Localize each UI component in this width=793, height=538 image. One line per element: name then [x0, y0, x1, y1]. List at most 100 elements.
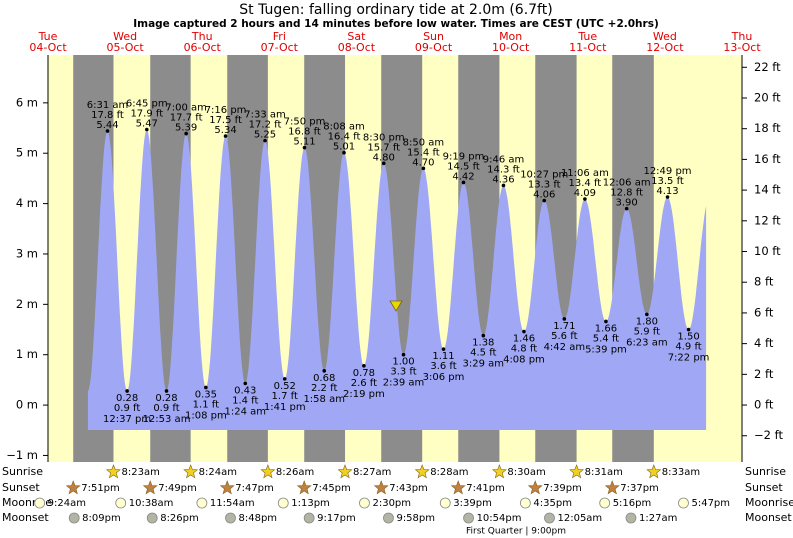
tide-label: 4.8 ft: [511, 344, 537, 355]
y-tick-label: 0 m: [16, 398, 38, 412]
tide-label: 7:22 pm: [668, 353, 710, 364]
moonrise-time: 3:39pm: [453, 498, 492, 509]
sun-icon: [260, 464, 276, 479]
tide-label: 1.11: [432, 351, 454, 362]
low-tide-point: [562, 317, 567, 321]
tide-label: 2:39 am: [383, 378, 425, 389]
y2-tick-label: 14 ft: [754, 183, 781, 197]
y2-tick-label: 4 ft: [754, 336, 774, 350]
moon-icon: [225, 512, 236, 524]
y-tick-label: 3 m: [16, 246, 38, 260]
moon-icon: [439, 497, 451, 509]
tide-label: 0.78: [353, 368, 375, 379]
moon-icon: [544, 512, 555, 524]
tide-label: 5.34: [214, 125, 236, 136]
tide-label: 4.13: [656, 186, 678, 197]
tide-label: 3:29 am: [463, 359, 505, 370]
y-tick-label: 2 m: [16, 297, 38, 311]
sunrise-time: 8:28am: [430, 467, 468, 478]
tide-label: 0.68: [313, 373, 335, 384]
moon-icon: [68, 512, 80, 524]
tide-label: 12:37 pm: [103, 414, 151, 425]
moonrise-time: 9:24am: [48, 498, 86, 509]
tide-label: 16.8 ft: [288, 127, 321, 138]
y2-tick-label: 18 ft: [754, 121, 781, 135]
day-name: Mon: [499, 30, 522, 43]
tide-label: 17.9 ft: [130, 109, 163, 120]
y2-tick-label: 6 ft: [754, 305, 774, 319]
moon-icon: [599, 497, 611, 509]
low-tide-point: [204, 385, 208, 390]
sunrise-time: 8:31am: [585, 467, 623, 478]
high-tide-point: [263, 138, 267, 143]
tide-label: 0.28: [155, 393, 177, 404]
y-tick-label: 5 m: [16, 146, 38, 160]
tide-label: 5.39: [175, 123, 197, 134]
low-tide-point: [441, 347, 446, 351]
moonrise-time: 1:13pm: [291, 498, 330, 509]
tide-label: 8:50 am: [403, 137, 445, 148]
tide-label: 1.00: [392, 357, 414, 368]
sunrise-time: 8:33am: [662, 467, 700, 478]
tide: [87, 129, 707, 430]
day-name: Tue: [577, 30, 597, 43]
row-label: Sunrise: [2, 465, 43, 478]
tide-label: 3.6 ft: [430, 361, 456, 372]
tide-label: 0.43: [234, 385, 256, 396]
tide-label: 1:58 am: [303, 394, 345, 405]
low-tide-point: [125, 389, 129, 393]
tide-label: 4:42 am: [544, 342, 586, 353]
low-tide-point: [282, 377, 287, 381]
tide-label: 1.4 ft: [232, 395, 258, 406]
high-tide-point: [461, 180, 466, 185]
day-name: Wed: [113, 30, 137, 43]
tide-label: 4.06: [533, 190, 555, 201]
y2-tick-label: 20 ft: [754, 90, 781, 104]
high-tide-point: [342, 150, 346, 155]
high-tide-point: [302, 145, 307, 150]
tide-label: 15.4 ft: [407, 147, 440, 158]
tide-label: 6:45 pm: [126, 99, 168, 110]
tide-label: 9:19 pm: [443, 151, 485, 162]
moonrise-time: 11:54am: [210, 498, 255, 509]
tide-label: 7:00 am: [165, 103, 207, 114]
tide-label: 1.50: [677, 332, 699, 343]
sun-icon: [414, 464, 430, 479]
row-label: Sunset: [2, 481, 40, 494]
y2-tick-label: −2 ft: [754, 428, 783, 442]
tide-label: 3.90: [616, 198, 638, 209]
tide-label: 1.7 ft: [272, 391, 298, 402]
moon-icon: [115, 497, 127, 509]
high-tide-point: [184, 131, 188, 136]
tide-label: 1.46: [513, 334, 535, 345]
moon-icon: [196, 497, 208, 509]
high-tide-point: [144, 127, 149, 132]
chart-title: St Tugen: falling ordinary tide at 2.0m …: [239, 2, 552, 18]
sunset-time: 7:37pm: [620, 483, 659, 494]
tide-label: 4.5 ft: [470, 348, 496, 359]
moonrise-time: 4:35pm: [533, 498, 572, 509]
sunset-time: 7:43pm: [389, 483, 428, 494]
day-date: 12-Oct: [646, 41, 684, 54]
low-tide-point: [645, 312, 649, 317]
tide-label: 1.71: [553, 321, 575, 332]
y2-tick-label: 2 ft: [754, 367, 774, 381]
moonrise-time: 5:16pm: [613, 498, 652, 509]
tide-label: 6:23 am: [626, 337, 668, 348]
day-date: 11-Oct: [569, 41, 607, 54]
tide-label: 5.47: [136, 119, 158, 130]
high-tide-point: [542, 198, 547, 203]
row-label: Moonrise: [745, 496, 793, 509]
tide-label: 14.3 ft: [487, 164, 520, 175]
tide-label: 5.25: [254, 130, 276, 141]
tide-label: 1.66: [595, 323, 617, 334]
tide-label: 5:39 pm: [585, 344, 627, 355]
moonrise-time: 5:47pm: [691, 498, 730, 509]
sun-icon: [569, 464, 585, 479]
tide-label: 13.5 ft: [651, 176, 684, 187]
moonset-time: 8:09pm: [82, 513, 121, 524]
sun-icon: [450, 480, 466, 495]
y-tick-label: −1 m: [6, 448, 38, 462]
